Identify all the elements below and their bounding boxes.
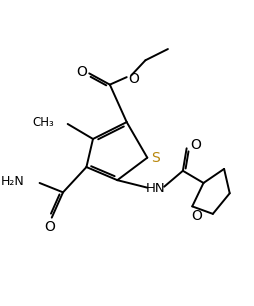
Text: O: O: [76, 65, 87, 79]
Text: O: O: [128, 72, 139, 86]
Text: HN: HN: [145, 182, 165, 195]
Text: O: O: [191, 209, 202, 223]
Text: CH₃: CH₃: [33, 116, 54, 129]
Text: S: S: [151, 151, 160, 165]
Text: H₂N: H₂N: [1, 175, 25, 188]
Text: O: O: [44, 220, 55, 234]
Text: O: O: [190, 138, 201, 151]
